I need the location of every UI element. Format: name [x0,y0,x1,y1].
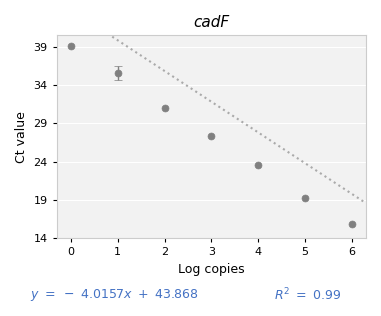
Y-axis label: Ct value: Ct value [15,111,28,163]
X-axis label: Log copies: Log copies [178,263,245,276]
Text: $y\ =\ -\ 4.0157x\ +\ 43.868$: $y\ =\ -\ 4.0157x\ +\ 43.868$ [30,287,199,303]
Title: cadF: cadF [193,15,229,30]
Text: $R^2\ =\ 0.99$: $R^2\ =\ 0.99$ [274,287,342,303]
